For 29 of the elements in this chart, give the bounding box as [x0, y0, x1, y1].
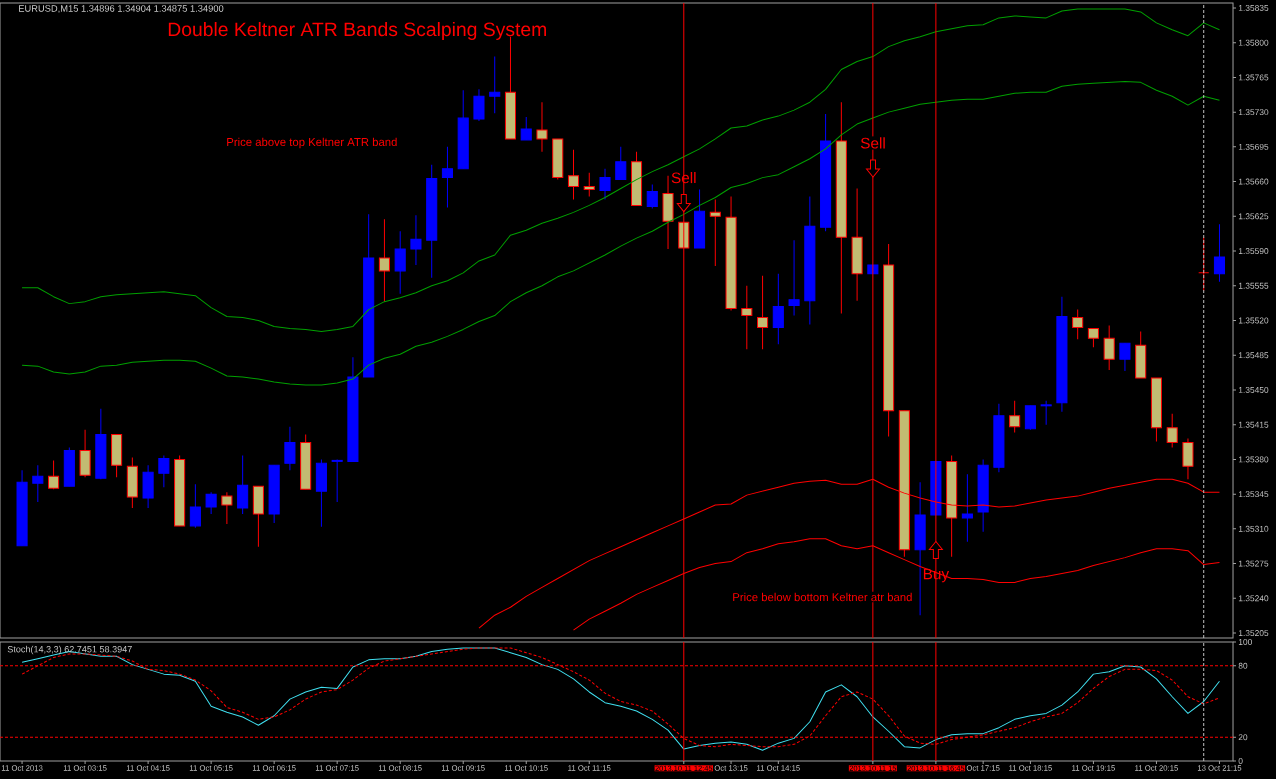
- annotation: Price above top Keltner ATR band: [227, 137, 397, 149]
- chart-title: Stoch(14,3,3) 62.7451 58.3947: [7, 645, 132, 655]
- y-tick-label: 1.35695: [1238, 143, 1269, 150]
- y-tick-label: 1.35240: [1238, 595, 1269, 602]
- y-tick-label: 100: [1238, 639, 1252, 645]
- y-tick-label: 1.35835: [1238, 4, 1269, 11]
- y-tick-label: 1.35310: [1238, 525, 1269, 532]
- y-tick-label: 0: [1238, 758, 1243, 764]
- annotation: Sell: [860, 137, 885, 149]
- annotation: EURUSD,M15 1.34896 1.34904 1.34875 1.34900: [19, 5, 224, 13]
- y-tick-label: 1.35800: [1238, 39, 1269, 46]
- y-tick-label: 1.35520: [1238, 317, 1269, 324]
- y-tick-label: 1.35765: [1238, 74, 1269, 81]
- y-tick-label: 1.35275: [1238, 560, 1269, 567]
- y-tick-label: 1.35590: [1238, 248, 1269, 255]
- y-tick-label: 1.35555: [1238, 282, 1269, 289]
- annotation: Price below bottom Keltner atr band: [733, 592, 912, 602]
- y-tick-label: 1.35660: [1238, 178, 1269, 185]
- y-tick-label: 80: [1238, 662, 1248, 669]
- y-tick-label: 20: [1238, 734, 1248, 741]
- y-tick-label: 1.35485: [1238, 352, 1269, 359]
- y-tick-label: 1.35380: [1238, 456, 1269, 463]
- text: Double Keltner ATR Bands Scalping System: [168, 21, 546, 41]
- y-tick-label: 1.35205: [1238, 630, 1269, 637]
- y-tick-label: 1.35625: [1238, 213, 1269, 220]
- y-tick-label: 1.35345: [1238, 491, 1269, 498]
- y-tick-label: 1.35415: [1238, 421, 1269, 428]
- y-tick-label: 1.35450: [1238, 386, 1269, 393]
- y-tick-label: 1.35730: [1238, 109, 1269, 116]
